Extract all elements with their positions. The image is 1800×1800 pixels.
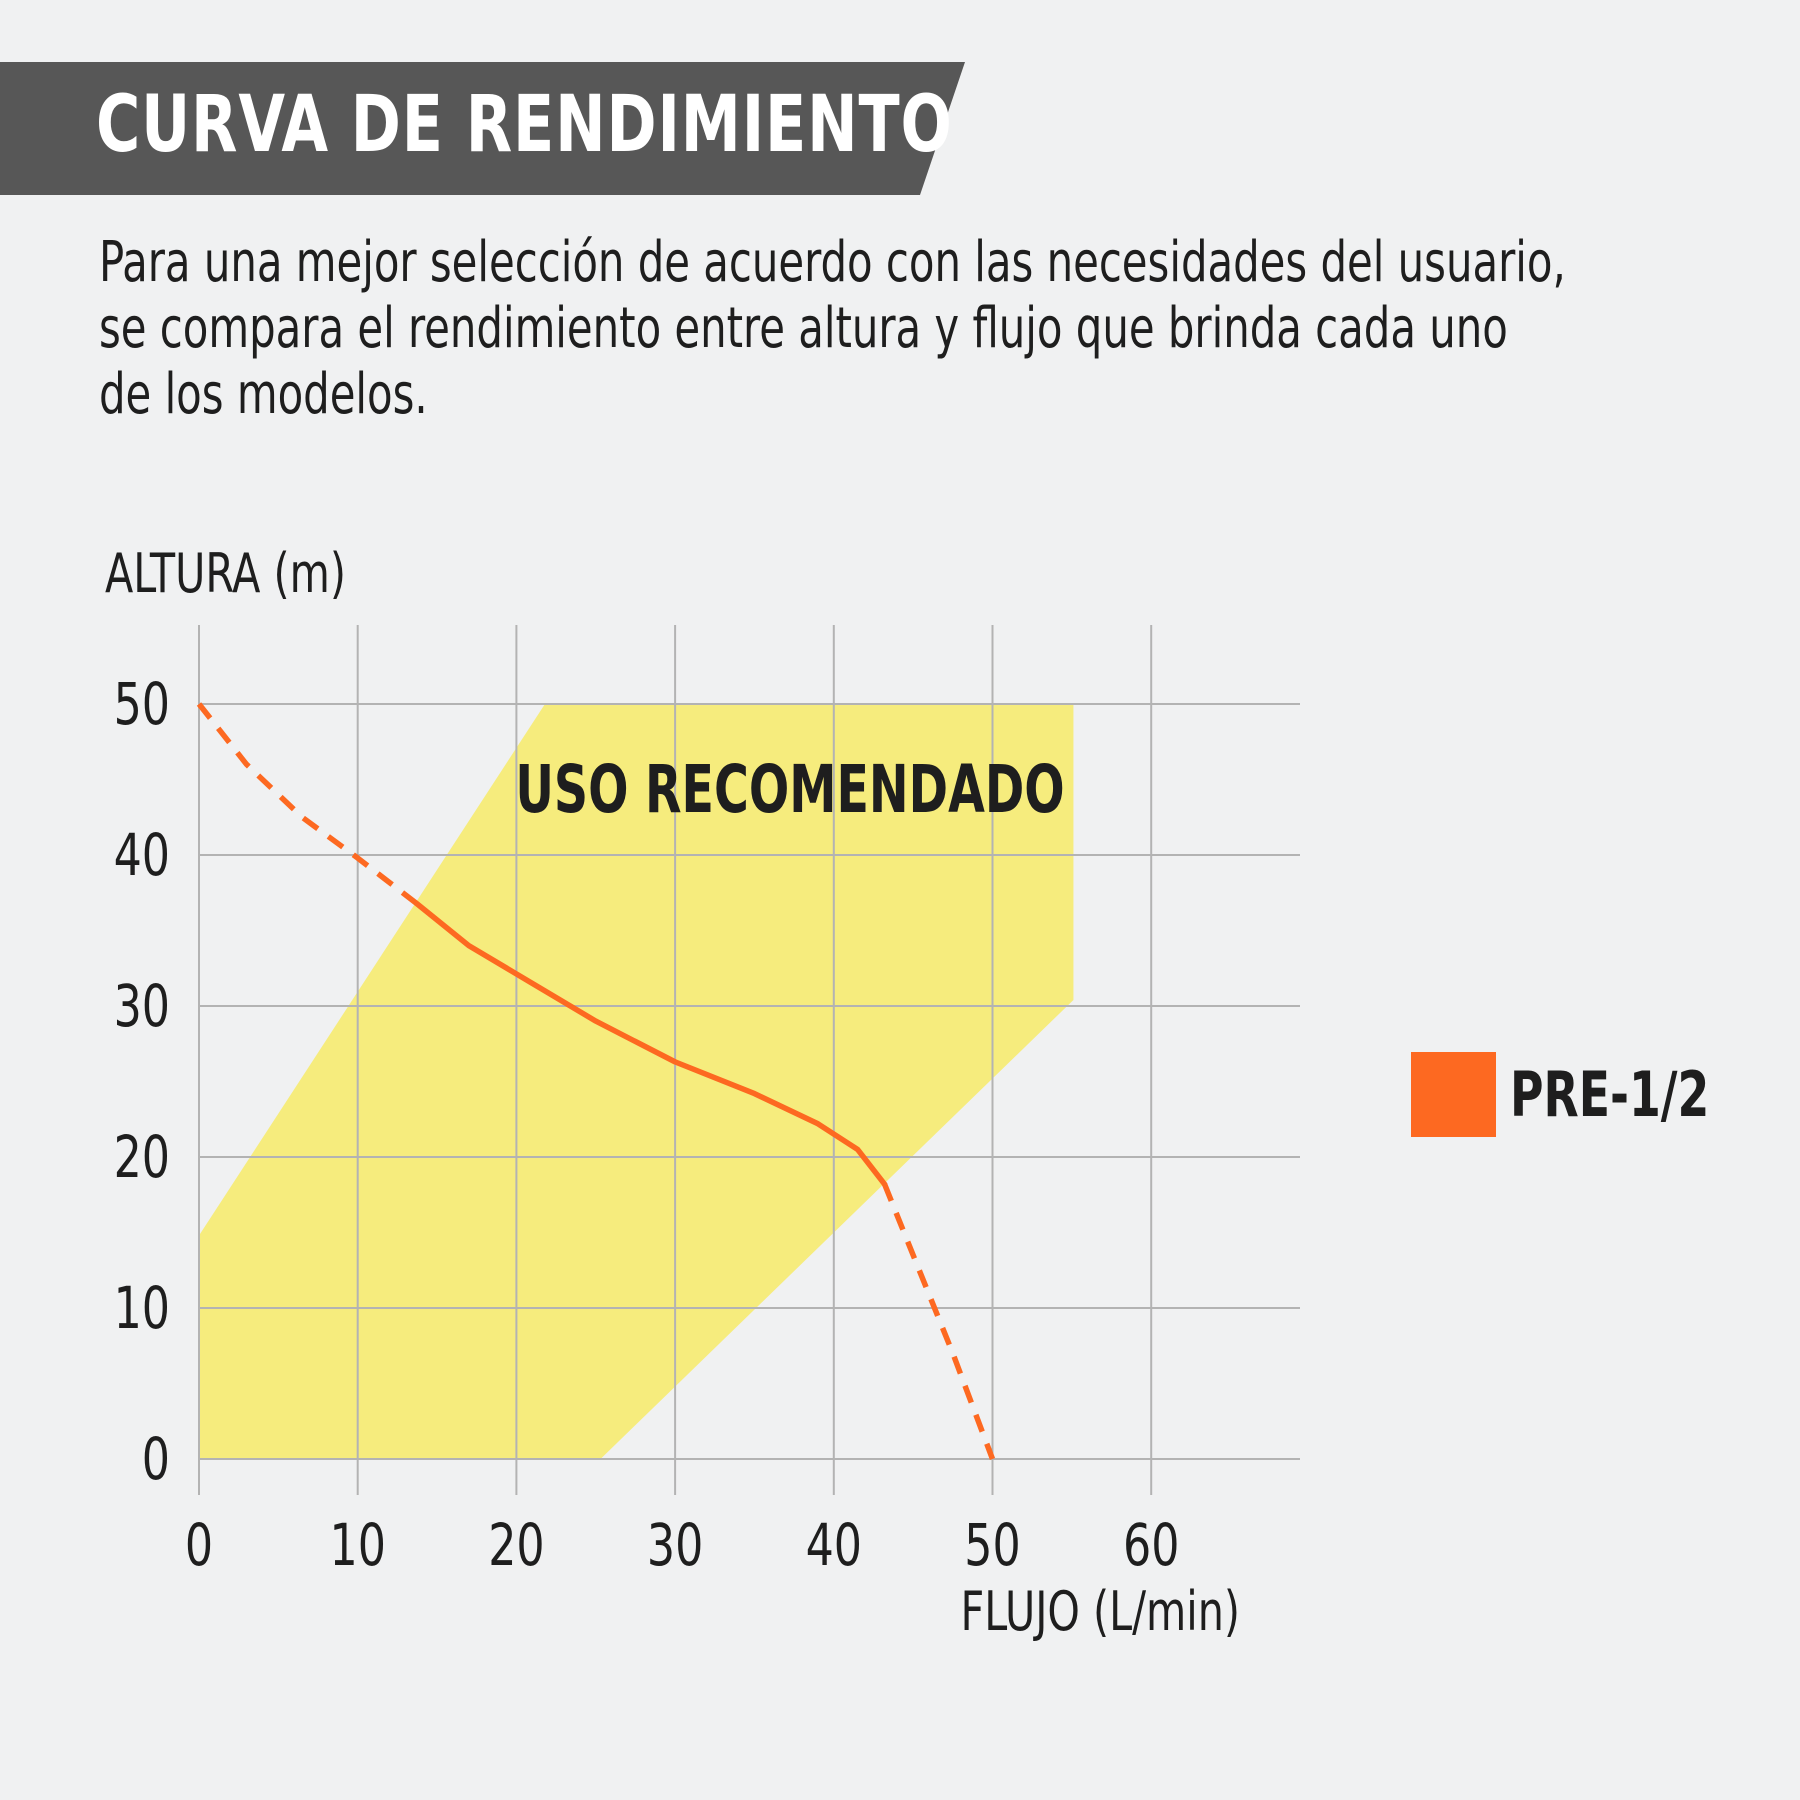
- legend-swatch: [1411, 1052, 1496, 1137]
- x-tick-label: 20: [488, 1511, 544, 1579]
- data-point: [593, 1019, 598, 1024]
- data-point: [244, 762, 249, 767]
- x-tick-label: 60: [1123, 1511, 1179, 1579]
- x-tick-label: 30: [647, 1511, 703, 1579]
- title-band: [0, 62, 965, 195]
- title-band-shape: [0, 62, 965, 195]
- y-tick-label: 10: [114, 1274, 170, 1342]
- data-point: [855, 1147, 860, 1152]
- data-point: [414, 901, 419, 906]
- series-line-dashed-start: [196, 702, 419, 906]
- description-line: se compara el rendimiento entre altura y…: [99, 296, 1508, 361]
- recommended-region: [199, 704, 1074, 1459]
- data-point: [990, 1457, 995, 1462]
- description-line: de los modelos.: [99, 362, 428, 427]
- data-point: [466, 943, 471, 948]
- y-tick-label: 40: [114, 821, 170, 889]
- x-tick-label: 40: [806, 1511, 862, 1579]
- data-point: [197, 702, 202, 707]
- region-label: USO RECOMENDADO: [515, 752, 1064, 828]
- y-tick-label: 30: [114, 972, 170, 1040]
- data-point: [752, 1091, 757, 1096]
- y-tick-label: 0: [142, 1425, 170, 1493]
- page-title: CURVA DE RENDIMIENTO: [96, 80, 953, 170]
- legend-label: PRE-1/2: [1510, 1058, 1710, 1131]
- data-point: [815, 1121, 820, 1126]
- data-point: [950, 1351, 955, 1356]
- description-line: Para una mejor selección de acuerdo con …: [99, 230, 1566, 295]
- data-point: [300, 815, 305, 820]
- data-point: [355, 856, 360, 861]
- x-axis-label: FLUJO (L/min): [961, 1579, 1240, 1643]
- y-tick-label: 20: [114, 1123, 170, 1191]
- data-point: [911, 1253, 916, 1258]
- y-axis-label: ALTURA (m): [105, 541, 346, 605]
- data-point: [882, 1182, 887, 1187]
- series-line-solid: [413, 900, 888, 1187]
- series-line-dashed-end: [882, 1183, 996, 1460]
- data-point: [530, 981, 535, 986]
- x-tick-label: 0: [185, 1511, 213, 1579]
- x-tick-label: 10: [329, 1511, 385, 1579]
- y-tick-label: 50: [114, 670, 170, 738]
- data-point: [673, 1059, 678, 1064]
- legend: PRE-1/2: [1411, 1052, 1753, 1137]
- description: Para una mejor selección de acuerdo con …: [99, 230, 1676, 428]
- x-tick-label: 50: [964, 1511, 1020, 1579]
